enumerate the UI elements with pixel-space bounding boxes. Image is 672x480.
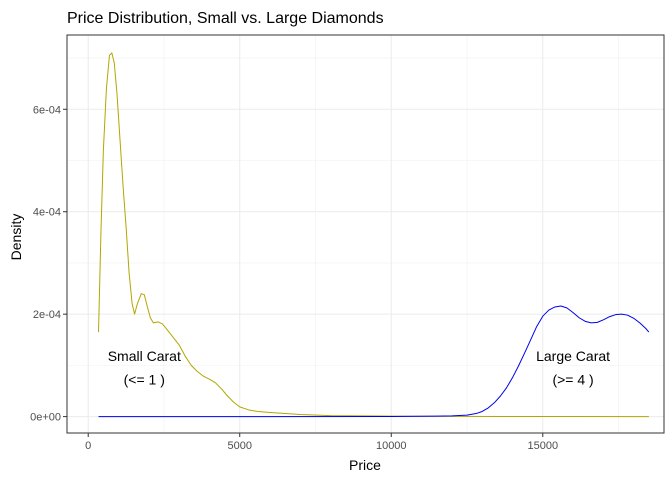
annotation-2-line-2: (>= 4 )	[552, 372, 593, 388]
x-axis-title: Price	[349, 457, 381, 473]
y-axis-title: Density	[8, 214, 24, 261]
density-line-1	[98, 52, 649, 418]
y-tick-label: 0e+00	[30, 412, 61, 424]
x-tick-label: 15000	[527, 440, 558, 452]
y-tick-label: 4e-04	[33, 207, 61, 219]
x-tick-label: 0	[85, 440, 91, 452]
x-tick-label: 5000	[227, 440, 251, 452]
density-line-2	[98, 305, 650, 418]
y-tick-label: 2e-04	[33, 309, 61, 321]
grid-lines	[67, 35, 664, 433]
annotation-1-line-1: Small Carat	[108, 348, 181, 364]
panel-border	[66, 34, 665, 434]
annotation-2-line-1: Large Carat	[536, 348, 610, 364]
series-layer	[98, 52, 650, 418]
chart-title: Price Distribution, Small vs. Large Diam…	[67, 10, 384, 27]
annotation-1-line-2: (<= 1 )	[124, 372, 165, 388]
y-tick-label: 6e-04	[33, 104, 61, 116]
plot-panel	[67, 35, 664, 433]
annotation-layer: Small Carat (<= 1 ) Large Carat (>= 4 )	[108, 348, 610, 388]
x-tick-label: 10000	[376, 440, 407, 452]
axes-layer: 0 5000 10000 15000 0e+00 2e-04 4e-04 6e-04	[30, 34, 665, 452]
panel-background	[67, 35, 664, 433]
